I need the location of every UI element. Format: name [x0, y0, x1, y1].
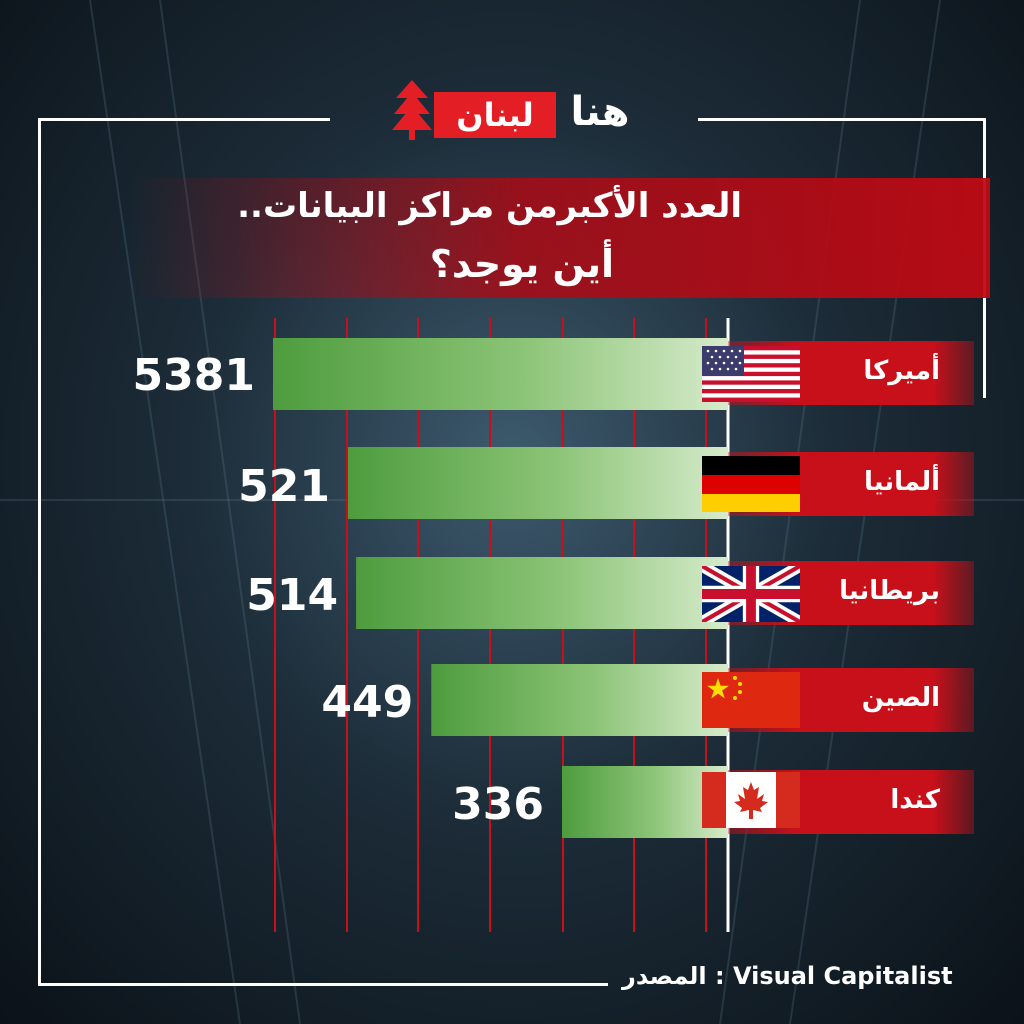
uk-flag-icon — [702, 566, 800, 622]
data-label: 336 — [452, 779, 544, 830]
bar-china — [431, 664, 728, 736]
brand-logo: لبنان هنا — [392, 78, 642, 144]
category-label: الصين — [861, 683, 940, 713]
chart-subtitle: أين يوجد؟ — [429, 242, 614, 286]
china-flag-icon — [702, 672, 800, 728]
logo-red-text: لبنان — [434, 92, 556, 138]
category-label: كندا — [890, 785, 940, 815]
cedar-icon — [392, 80, 432, 140]
source-note: المصدر : Visual Capitalist — [622, 962, 953, 990]
canada-flag-icon — [702, 772, 800, 828]
chart-title: العدد الأكبرمن مراكز البيانات.. — [237, 186, 742, 226]
data-label: 514 — [246, 570, 339, 621]
frame-line — [38, 983, 608, 986]
frame-line — [698, 118, 986, 121]
bar-usa — [273, 338, 728, 410]
frame-line — [38, 118, 330, 121]
data-label: 5381 — [132, 350, 255, 401]
category-label: بريطانيا — [839, 576, 940, 606]
us-flag-icon — [702, 346, 800, 402]
data-label: 449 — [321, 677, 414, 728]
bar-uk — [356, 557, 728, 629]
data-label: 521 — [238, 461, 330, 512]
frame-line — [38, 118, 41, 986]
title-band — [130, 178, 990, 298]
bar-germany — [348, 447, 728, 519]
bar-canada — [562, 766, 728, 838]
category-label: أميركا — [863, 356, 940, 386]
germany-flag-icon — [702, 456, 800, 512]
category-label: ألمانيا — [863, 467, 940, 497]
logo-white-text: هنا — [570, 89, 630, 135]
